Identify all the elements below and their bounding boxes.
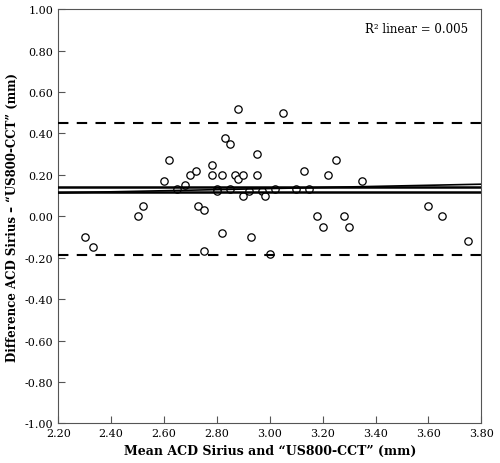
Point bbox=[88, 244, 96, 251]
Point bbox=[306, 186, 314, 194]
Point bbox=[200, 207, 207, 214]
Point bbox=[226, 141, 234, 148]
Point bbox=[464, 238, 472, 245]
Point bbox=[181, 182, 189, 189]
Point bbox=[213, 186, 221, 194]
Point bbox=[226, 186, 234, 194]
Point bbox=[200, 248, 207, 256]
Point bbox=[266, 250, 274, 258]
Point bbox=[240, 172, 248, 179]
Point bbox=[252, 151, 260, 158]
Point bbox=[345, 224, 353, 231]
Point bbox=[218, 230, 226, 237]
Point bbox=[358, 178, 366, 185]
Point bbox=[166, 157, 173, 165]
Y-axis label: Difference ACD Sirius – “US800-CCT” (mm): Difference ACD Sirius – “US800-CCT” (mm) bbox=[6, 73, 20, 361]
Point bbox=[194, 203, 202, 210]
Point bbox=[208, 162, 216, 169]
Point bbox=[424, 203, 432, 210]
Point bbox=[252, 172, 260, 179]
Point bbox=[80, 234, 88, 241]
Point bbox=[134, 213, 141, 220]
Point bbox=[258, 188, 266, 196]
Point bbox=[248, 234, 256, 241]
Point bbox=[221, 135, 229, 142]
Point bbox=[279, 110, 287, 117]
Point bbox=[318, 224, 326, 231]
Point bbox=[174, 186, 182, 194]
Point bbox=[271, 186, 279, 194]
Point bbox=[244, 188, 252, 196]
Point bbox=[324, 172, 332, 179]
Point bbox=[160, 178, 168, 185]
Point bbox=[234, 106, 242, 113]
Point bbox=[192, 168, 200, 175]
Point bbox=[208, 172, 216, 179]
Point bbox=[232, 172, 239, 179]
Point bbox=[213, 188, 221, 196]
Point bbox=[234, 176, 242, 183]
X-axis label: Mean ACD Sirius and “US800-CCT” (mm): Mean ACD Sirius and “US800-CCT” (mm) bbox=[124, 444, 416, 457]
Point bbox=[260, 193, 268, 200]
Point bbox=[240, 193, 248, 200]
Point bbox=[218, 172, 226, 179]
Point bbox=[332, 157, 340, 165]
Point bbox=[292, 186, 300, 194]
Point bbox=[186, 172, 194, 179]
Point bbox=[139, 203, 147, 210]
Point bbox=[340, 213, 348, 220]
Text: R² linear = 0.005: R² linear = 0.005 bbox=[366, 23, 469, 36]
Point bbox=[314, 213, 322, 220]
Point bbox=[300, 168, 308, 175]
Point bbox=[438, 213, 446, 220]
